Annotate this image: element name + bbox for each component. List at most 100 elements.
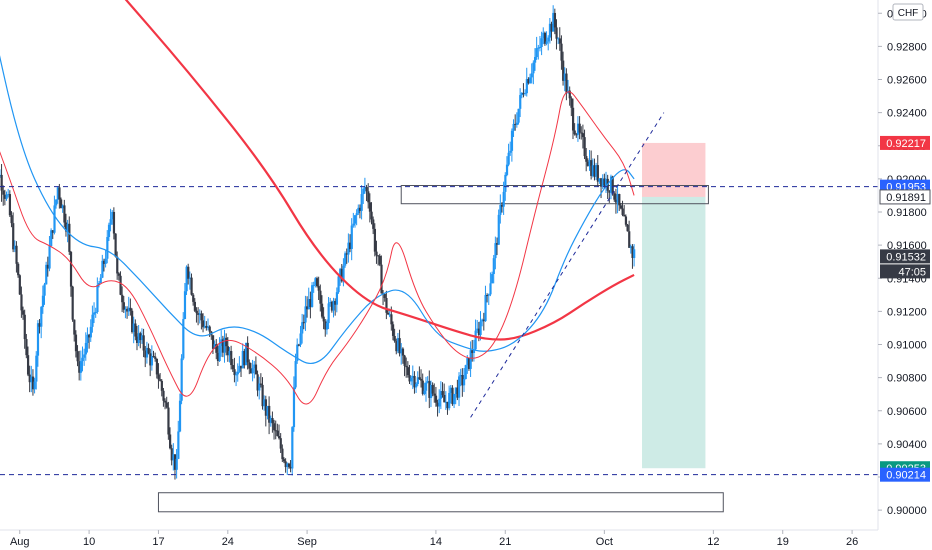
candle bbox=[373, 223, 377, 257]
x-tick-label: 26 bbox=[846, 536, 858, 548]
candle bbox=[618, 193, 621, 211]
x-tick-label: 14 bbox=[430, 536, 442, 548]
short-position-stop-zone[interactable] bbox=[642, 142, 706, 197]
support-price-tag[interactable]: 0.90214 bbox=[880, 467, 930, 482]
candle bbox=[428, 370, 431, 409]
candle bbox=[562, 51, 565, 86]
candle bbox=[159, 373, 162, 382]
currency-badge[interactable]: CHF bbox=[892, 3, 924, 21]
candle bbox=[50, 228, 53, 247]
candle bbox=[438, 389, 441, 414]
candle bbox=[532, 60, 535, 85]
candle bbox=[147, 343, 150, 355]
candle bbox=[175, 449, 178, 479]
candle bbox=[585, 147, 588, 172]
candle bbox=[586, 158, 590, 167]
candle bbox=[241, 343, 244, 369]
candle bbox=[548, 18, 552, 44]
candle bbox=[94, 307, 97, 318]
candle bbox=[329, 297, 332, 307]
candle bbox=[494, 236, 497, 270]
candle bbox=[578, 116, 581, 140]
rising-trendline[interactable] bbox=[470, 112, 665, 418]
candle bbox=[633, 244, 636, 267]
candle bbox=[144, 346, 147, 368]
candle bbox=[79, 350, 83, 381]
candle bbox=[575, 132, 578, 138]
candle bbox=[3, 189, 7, 206]
candle bbox=[555, 19, 558, 50]
candle bbox=[534, 48, 537, 71]
support-zone-box[interactable] bbox=[157, 492, 724, 513]
short-position-target-zone[interactable] bbox=[642, 196, 706, 469]
candle bbox=[263, 395, 266, 411]
candle bbox=[365, 184, 368, 202]
candle bbox=[360, 185, 363, 220]
candle bbox=[231, 359, 234, 372]
candle bbox=[535, 36, 538, 60]
candle bbox=[487, 293, 490, 306]
candle bbox=[605, 171, 608, 193]
candle bbox=[436, 399, 439, 417]
countdown-price-tag[interactable]: 47:05 bbox=[880, 264, 930, 279]
candle bbox=[170, 444, 173, 466]
candle bbox=[278, 424, 281, 440]
candle bbox=[230, 345, 233, 370]
candle bbox=[560, 35, 563, 70]
x-tick-label: 17 bbox=[152, 536, 164, 548]
candle bbox=[505, 156, 509, 177]
candle bbox=[401, 347, 405, 364]
candle bbox=[84, 332, 87, 361]
candle bbox=[624, 214, 628, 227]
candle bbox=[188, 271, 192, 290]
candle bbox=[253, 361, 256, 379]
candle bbox=[613, 191, 616, 202]
candle bbox=[107, 222, 111, 242]
candle bbox=[461, 368, 464, 397]
candle bbox=[121, 286, 124, 313]
candle bbox=[192, 292, 195, 306]
x-tick-label: Aug bbox=[10, 536, 30, 548]
candle bbox=[193, 298, 196, 312]
candle bbox=[165, 396, 168, 409]
candle bbox=[131, 308, 134, 334]
candle bbox=[391, 321, 395, 341]
candle bbox=[571, 98, 575, 140]
candle bbox=[74, 330, 78, 358]
moving-average-line-1[interactable] bbox=[109, 0, 635, 341]
candle bbox=[565, 68, 568, 101]
candle bbox=[207, 318, 210, 331]
candle bbox=[334, 298, 337, 316]
candle bbox=[332, 297, 335, 318]
time-axis[interactable]: Aug 10 17 24 Sep 14 21 Oct 12 19 26 bbox=[10, 530, 858, 548]
candle bbox=[421, 373, 424, 396]
candle bbox=[258, 376, 261, 400]
stop-loss-price-tag[interactable]: 0.92217 bbox=[880, 135, 930, 150]
y-tick-label: 0.90600 bbox=[887, 406, 927, 418]
resistance-zone-box[interactable] bbox=[400, 185, 709, 205]
candle bbox=[98, 281, 101, 288]
moving-average-line-2[interactable] bbox=[0, 13, 635, 364]
candle bbox=[342, 258, 345, 287]
moving-average-line-3[interactable] bbox=[0, 91, 635, 405]
candle bbox=[423, 382, 426, 396]
candle bbox=[177, 420, 180, 460]
candle bbox=[448, 385, 451, 411]
candle bbox=[126, 306, 129, 319]
candle bbox=[48, 235, 51, 272]
candle bbox=[183, 283, 187, 320]
candle bbox=[211, 335, 215, 355]
candle bbox=[370, 202, 373, 225]
candle bbox=[13, 240, 16, 253]
candle bbox=[299, 325, 302, 348]
candle bbox=[350, 218, 353, 261]
candle bbox=[122, 295, 125, 313]
candle bbox=[36, 320, 40, 367]
entry-price-tag[interactable]: 0.91891 bbox=[879, 189, 931, 205]
candle bbox=[178, 393, 182, 433]
candle bbox=[520, 92, 523, 99]
candle bbox=[527, 77, 530, 85]
last-price-price-tag[interactable]: 0.91532 bbox=[880, 249, 930, 264]
candle bbox=[215, 339, 218, 360]
